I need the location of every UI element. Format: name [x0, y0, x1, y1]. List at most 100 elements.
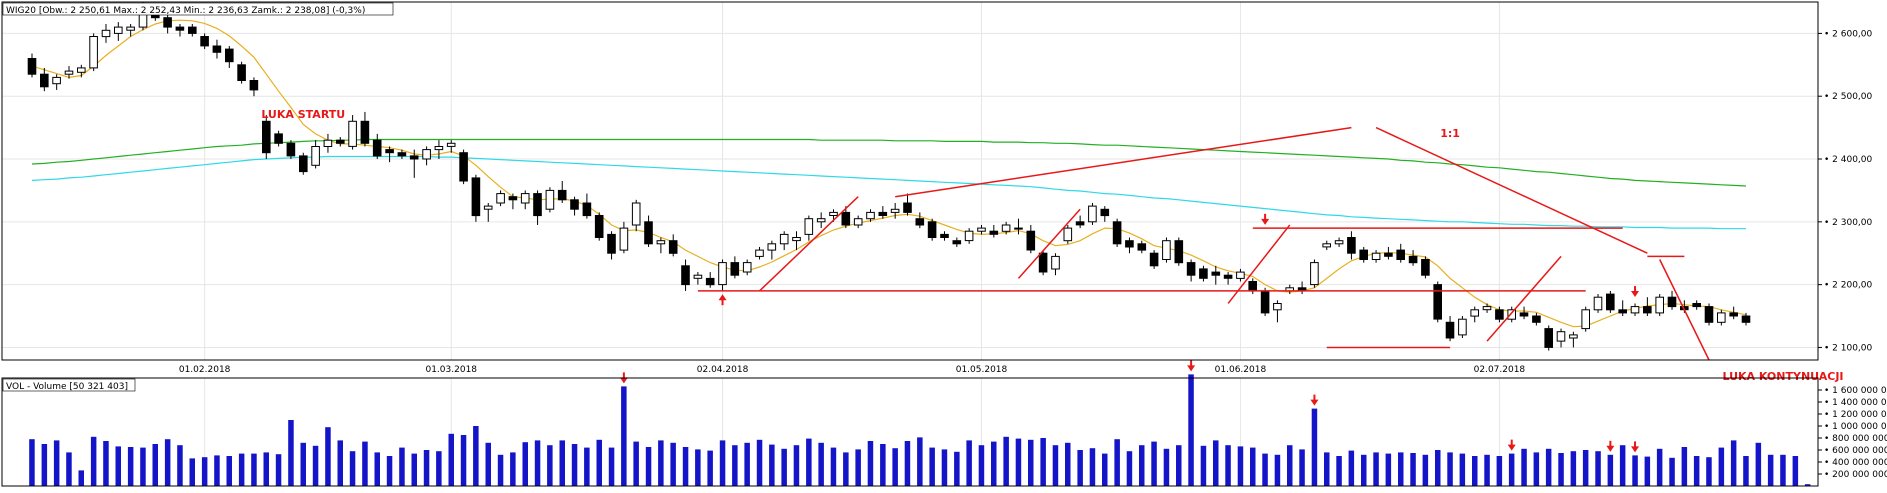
candle-body [1569, 334, 1578, 339]
volume-bar [892, 448, 898, 486]
price-tick-label: • 2 100,00 [1824, 343, 1873, 353]
candle-body [1199, 268, 1208, 279]
volume-bar [1250, 447, 1256, 486]
volume-bar [1422, 454, 1429, 486]
volume-bar [1706, 457, 1712, 486]
candle-body [619, 227, 629, 251]
candle-body [705, 277, 715, 286]
price-tick-label: • 2 200,00 [1824, 281, 1873, 291]
volume-bar [584, 447, 590, 486]
x-tick-label: 01.06.2018 [1215, 365, 1267, 375]
candle-body [1211, 271, 1221, 276]
candle-body [114, 26, 123, 34]
volume-bar [1545, 448, 1552, 486]
volume-bar [374, 452, 380, 486]
volume-bar [1176, 445, 1182, 486]
volume-bar [510, 452, 516, 486]
volume-bar [1607, 454, 1614, 486]
trend-line [759, 196, 859, 292]
volume-bar [177, 445, 183, 486]
volume-bar [386, 456, 393, 486]
volume-bar [1447, 452, 1453, 486]
volume-bar [1398, 452, 1404, 486]
candle-body [1088, 205, 1097, 223]
volume-bar [460, 435, 467, 486]
candle-body [299, 155, 308, 173]
volume-bar [806, 438, 812, 486]
candle-body [1519, 312, 1529, 317]
x-tick-label: 02.07.2018 [1474, 365, 1526, 375]
candle-body [1704, 306, 1714, 323]
candle-body [594, 215, 604, 238]
volume-bar [201, 457, 208, 486]
volume-bar [633, 441, 639, 486]
candle-body [1470, 309, 1480, 317]
candle-body [570, 199, 579, 210]
volume-title-box [2, 378, 136, 392]
candle-body [1322, 243, 1332, 248]
volume-bar [1570, 451, 1577, 486]
volume-bar [29, 439, 35, 486]
volume-bar [1435, 450, 1441, 486]
candle-body [989, 230, 999, 235]
candle-body [533, 193, 542, 217]
volume-bar [1558, 453, 1564, 486]
volume-bar [1299, 449, 1305, 486]
volume-arrow-head [1631, 446, 1640, 453]
volume-bar [954, 451, 960, 486]
candle-body [1408, 255, 1418, 264]
candle-body [668, 240, 678, 254]
volume-bar [1114, 439, 1120, 486]
candle-body [446, 142, 456, 147]
volume-bar [1459, 453, 1466, 486]
volume-bar [1028, 439, 1034, 486]
volume-bar [1718, 447, 1725, 486]
volume-bar [473, 426, 479, 486]
candle-body [1137, 243, 1147, 251]
volume-bar [436, 451, 442, 486]
volume-tick-label: • 600 000 000 [1824, 446, 1887, 456]
volume-bar [485, 442, 491, 486]
x-tick-label: 01.02.2018 [179, 365, 231, 375]
volume-tick-label: • 1 600 000 000 [1824, 386, 1887, 396]
volume-bar [904, 441, 911, 486]
candle-body [1051, 255, 1060, 270]
candle-body [1371, 252, 1381, 260]
price-arrow-head [1631, 291, 1640, 298]
candle-body [656, 240, 666, 245]
volume-bar [658, 440, 664, 486]
volume-bar [559, 440, 565, 486]
candle-body [1001, 224, 1011, 232]
candle-body [397, 152, 407, 157]
candle-body [212, 45, 222, 53]
candle-body [336, 139, 345, 144]
candle-body [434, 146, 444, 151]
volume-bar [1003, 436, 1009, 486]
candle-body [915, 218, 925, 226]
candle-body [1692, 303, 1702, 308]
candle-body [1075, 221, 1085, 226]
price-tick-label: • 2 300,00 [1824, 218, 1873, 228]
candle-body [1544, 328, 1554, 348]
volume-arrow-head [1606, 445, 1615, 452]
grid-layer [2, 2, 1818, 486]
candle-body [1260, 290, 1270, 314]
volume-bar [1336, 456, 1342, 486]
volume-bar [423, 450, 430, 486]
sma-short-line [31, 19, 1747, 328]
volume-bar [275, 454, 282, 486]
candle-body [1063, 227, 1073, 242]
volume-bar [1237, 446, 1244, 486]
volume-tick-label: • 400 000 000 [1824, 458, 1887, 468]
volume-bar [238, 453, 245, 486]
volume-bar [337, 440, 343, 486]
candle-body [853, 218, 863, 226]
candle-body [237, 64, 246, 82]
volume-bar [769, 444, 775, 486]
volume-bar [1188, 374, 1194, 486]
candle-body [1223, 274, 1233, 279]
candle-body [1359, 249, 1369, 261]
volume-bar [1681, 447, 1688, 486]
volume-bar [1102, 453, 1108, 486]
